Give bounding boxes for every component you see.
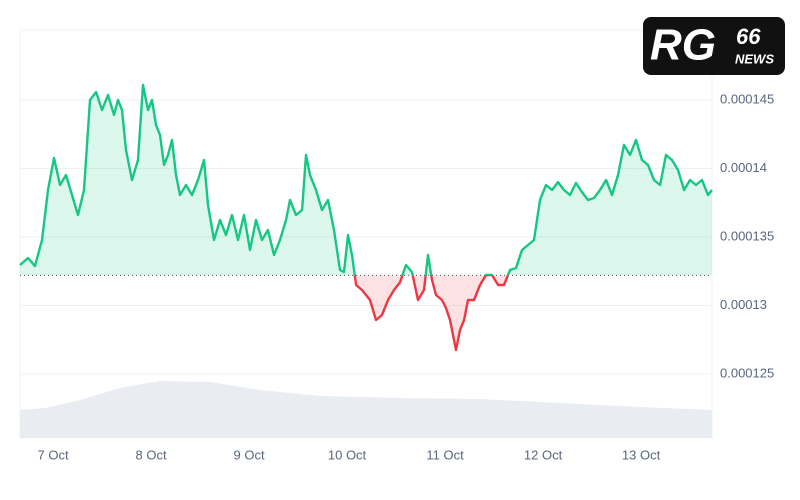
volume-area (20, 381, 712, 438)
y-tick-label: 0.000135 (720, 228, 774, 243)
logo-number: 66 (736, 24, 761, 49)
x-tick-label: 13 Oct (622, 447, 661, 462)
logo-box (643, 17, 785, 75)
y-tick-label: 0.00014 (720, 160, 767, 175)
x-tick-label: 10 Oct (328, 447, 367, 462)
y-tick-label: 0.000125 (720, 365, 774, 380)
x-tick-label: 11 Oct (426, 447, 464, 462)
x-tick-label: 7 Oct (37, 447, 68, 462)
area (20, 84, 712, 351)
y-tick-label: 0.000145 (720, 91, 774, 106)
logo-tagline: NEWS (735, 51, 774, 66)
x-tick-label: 12 Oct (524, 447, 563, 462)
x-tick-label: 9 Oct (233, 447, 264, 462)
logo-text: RG (650, 21, 716, 70)
price-line (19, 83, 713, 352)
x-tick-label: 8 Oct (135, 447, 166, 462)
logo: RG 66 NEWS (643, 17, 785, 75)
y-tick-label: 0.00013 (720, 297, 767, 312)
